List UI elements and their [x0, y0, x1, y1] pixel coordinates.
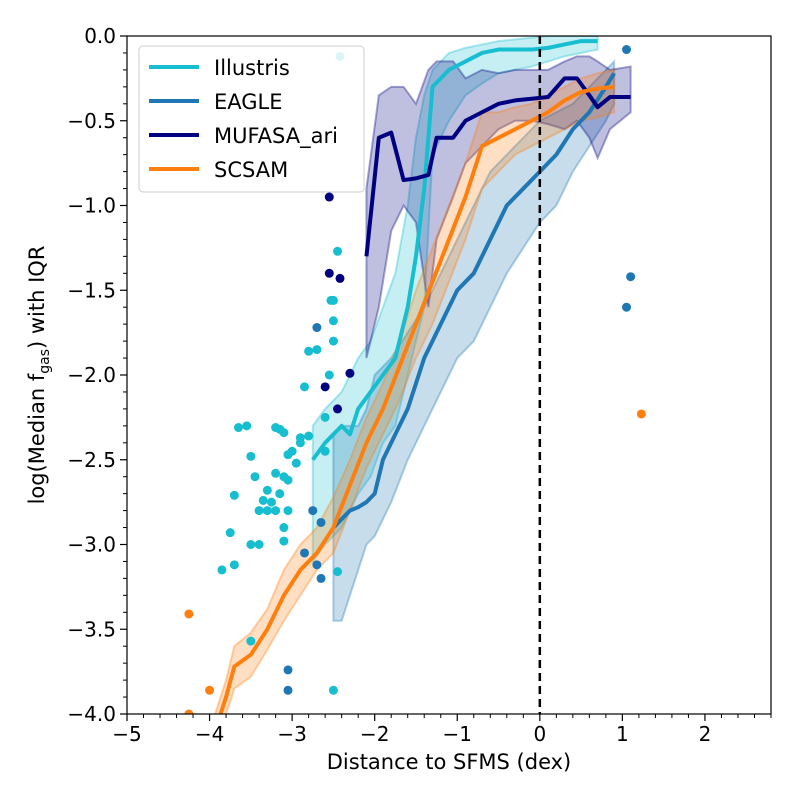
point-illustris [242, 421, 252, 431]
y-tick-label: 0.0 [84, 24, 116, 48]
point-illustris [328, 336, 338, 346]
point-illustris [271, 468, 281, 478]
y-tick-label: −4.0 [67, 702, 116, 726]
point-illustris [229, 560, 239, 570]
x-axis-label: Distance to SFMS (dex) [327, 750, 571, 774]
y-tick-label: −2.5 [67, 448, 116, 472]
iqr-band-illustris [311, 36, 599, 565]
point-illustris [271, 506, 281, 516]
point-illustris [262, 506, 272, 516]
point-illustris [328, 316, 338, 326]
point-illustris [262, 485, 272, 495]
point-illustris [254, 506, 264, 516]
point-mufasa-ari [324, 192, 334, 202]
x-tick-label: −2 [360, 722, 389, 746]
point-scsam [184, 709, 194, 714]
point-illustris [225, 528, 235, 538]
x-tick-label: 1 [616, 722, 629, 746]
point-illustris [333, 246, 343, 256]
point-eagle [626, 272, 636, 282]
x-tick-label: 0 [533, 722, 546, 746]
x-axis: −5 −4 −3 −2 −1 0 1 2 [112, 714, 772, 746]
y-axis-label-subscript: gas [37, 349, 53, 374]
point-illustris [233, 423, 243, 433]
point-eagle [308, 506, 318, 516]
point-eagle [622, 45, 632, 55]
point-eagle [622, 302, 632, 312]
point-eagle [283, 665, 293, 675]
y-tick-label: −1.5 [67, 278, 116, 302]
y-tick-label: −3.0 [67, 533, 116, 557]
point-illustris [320, 412, 330, 422]
y-tick-label: −3.5 [67, 617, 116, 641]
point-illustris [254, 540, 264, 549]
point-eagle [283, 685, 293, 695]
point-illustris [295, 438, 305, 448]
point-illustris [217, 565, 227, 575]
x-tick-label: −3 [277, 722, 306, 746]
point-illustris [258, 495, 268, 505]
point-mufasa-ari [345, 368, 355, 378]
y-axis: 0.0 −0.5 −1.0 −1.5 −2.0 −2.5 −3.0 −3.5 −4.0 [67, 24, 127, 726]
outlier-points [184, 45, 646, 714]
point-illustris [283, 506, 293, 516]
point-illustris [266, 497, 276, 507]
legend-label-mufasa-ari: MUFASA_ari [214, 124, 338, 149]
point-illustris [279, 472, 289, 482]
y-axis-label-prefix: log(Median f [25, 373, 49, 504]
point-illustris [279, 536, 289, 546]
point-scsam [184, 609, 194, 619]
point-illustris [312, 345, 322, 355]
median-line-eagle [331, 72, 616, 529]
point-mufasa-ari [333, 404, 343, 414]
median-line-illustris [311, 39, 598, 461]
iqr-band-mufasa-ari [365, 55, 632, 359]
point-illustris [326, 295, 336, 305]
point-illustris [275, 489, 285, 499]
point-mufasa-ari [335, 273, 345, 283]
y-tick-label: −2.0 [67, 363, 116, 387]
y-axis-label-suffix: ) with IQR [25, 246, 49, 349]
legend-box [138, 45, 365, 193]
legend-label-illustris: Illustris [214, 56, 290, 80]
point-illustris [250, 472, 260, 482]
point-illustris [304, 431, 314, 441]
point-eagle [316, 517, 326, 527]
point-eagle [316, 573, 326, 583]
point-eagle [312, 560, 322, 570]
legend-label-scsam: SCSAM [214, 158, 288, 182]
point-illustris [300, 382, 310, 392]
point-illustris [328, 685, 338, 695]
point-illustris [324, 370, 334, 380]
point-illustris [320, 446, 330, 456]
point-eagle [312, 323, 322, 333]
x-tick-label: −1 [443, 722, 472, 746]
point-illustris [271, 423, 281, 433]
point-illustris [291, 458, 301, 468]
point-eagle [300, 548, 310, 558]
x-tick-label: 2 [699, 722, 712, 746]
point-illustris [304, 346, 314, 356]
point-mufasa-ari [320, 382, 330, 392]
y-tick-label: −0.5 [67, 109, 116, 133]
point-illustris [283, 450, 293, 460]
point-mufasa-ari [324, 268, 334, 278]
y-axis-label: log(Median fgas) with IQR [25, 246, 53, 505]
x-tick-label: −5 [112, 722, 141, 746]
median-lines [218, 39, 631, 714]
median-line-scsam [218, 84, 615, 714]
point-illustris [279, 523, 289, 533]
x-tick-label: −4 [195, 722, 224, 746]
point-illustris [246, 451, 256, 461]
point-scsam [205, 685, 215, 695]
y-tick-label: −1.0 [67, 194, 116, 218]
point-scsam [636, 409, 646, 419]
point-illustris [333, 567, 343, 577]
point-illustris [246, 540, 256, 549]
point-illustris [246, 636, 256, 646]
legend-label-eagle: EAGLE [214, 90, 283, 114]
legend: Illustris EAGLE MUFASA_ari SCSAM [138, 45, 365, 193]
point-illustris [229, 490, 239, 500]
